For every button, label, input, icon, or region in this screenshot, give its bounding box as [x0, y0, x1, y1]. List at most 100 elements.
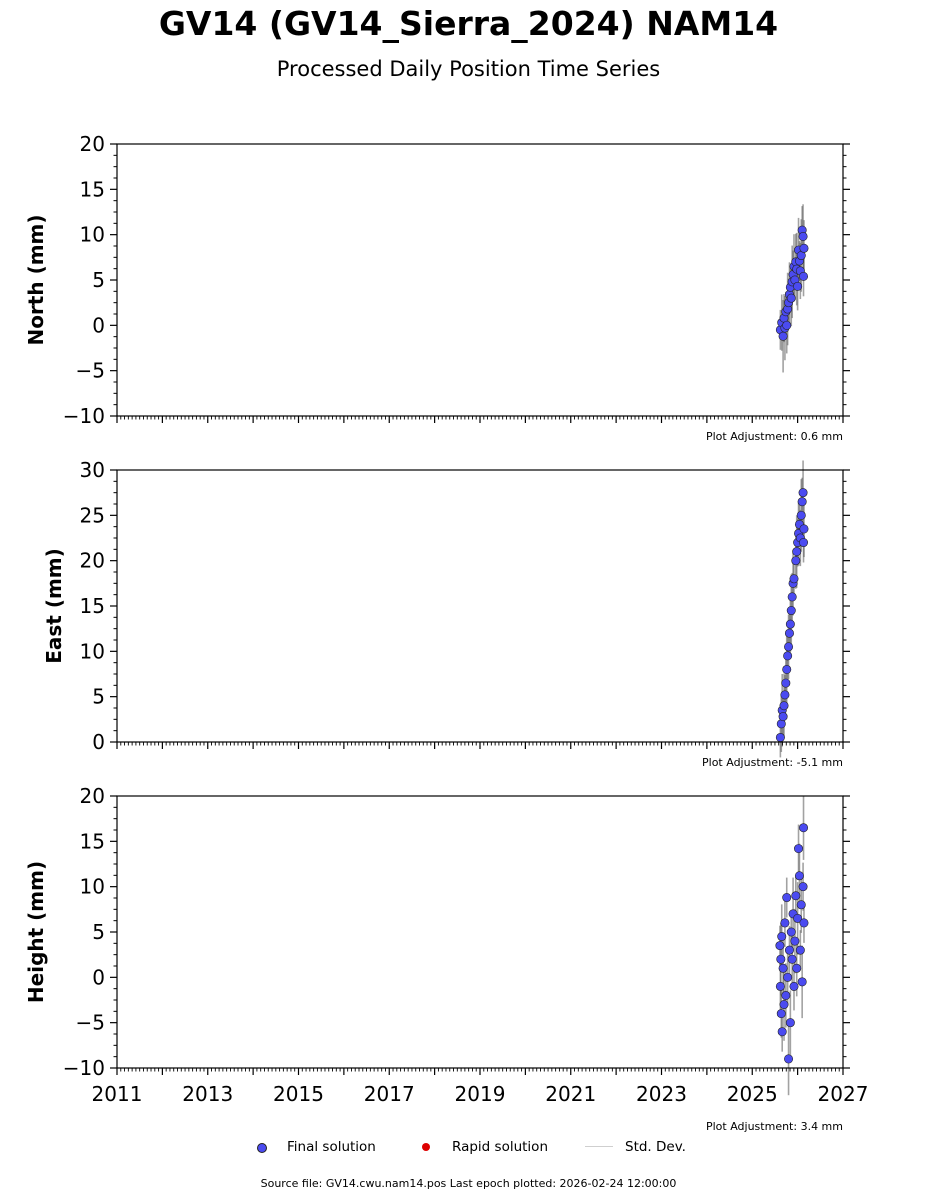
y-tick-label: 20: [80, 784, 105, 808]
data-point: [787, 592, 797, 602]
data-point: [796, 900, 806, 910]
x-tick-label: 2013: [182, 1082, 233, 1106]
data-point: [790, 936, 800, 946]
data-point: [797, 497, 807, 507]
y-tick-label: 5: [92, 920, 105, 944]
plot-frame: [116, 795, 844, 1069]
data-point: [794, 844, 804, 854]
x-tick-label: 2015: [273, 1082, 324, 1106]
data-point: [777, 1027, 787, 1037]
plot-frame: [116, 469, 844, 743]
data-point: [783, 651, 793, 661]
data-point: [798, 882, 808, 892]
data-point: [784, 945, 794, 955]
data-point: [778, 331, 788, 341]
data-point: [783, 972, 793, 982]
data-point: [782, 664, 792, 674]
data-point: [793, 281, 803, 291]
data-point: [776, 1009, 786, 1019]
data-point: [794, 871, 804, 881]
x-tick-label: 2025: [727, 1082, 778, 1106]
y-tick-label: −10: [63, 404, 105, 428]
data-point: [787, 954, 797, 964]
data-point: [775, 732, 785, 742]
legend-stddev-line: [585, 1146, 613, 1147]
plot-adjustment-label: Plot Adjustment: 0.6 mm: [706, 430, 843, 443]
data-point: [779, 1000, 789, 1010]
y-axis-label: North (mm): [24, 214, 48, 345]
legend-final-marker: [257, 1143, 267, 1153]
y-tick-label: 30: [80, 458, 105, 482]
data-point: [796, 510, 806, 520]
plot-adjustment-label: Plot Adjustment: 3.4 mm: [706, 1120, 843, 1133]
data-point: [785, 1018, 795, 1028]
panel-north: −10 −5 0 5 10 15 20 North (mm) Plot Adjustment: …: [24, 132, 850, 443]
data-point: [778, 712, 788, 722]
y-tick-label: 20: [80, 132, 105, 156]
data-point: [799, 918, 809, 928]
data-point: [780, 690, 790, 700]
chart-title: GV14 (GV14_Sierra_2024) NAM14: [158, 4, 779, 43]
data-point: [785, 619, 795, 629]
legend-final-label: Final solution: [287, 1139, 376, 1155]
data-point: [784, 628, 794, 638]
y-axis-label: East (mm): [42, 548, 66, 664]
data-point: [797, 977, 807, 987]
data-point: [786, 927, 796, 937]
y-axis-label: Height (mm): [24, 861, 48, 1003]
y-tick-label: 0: [92, 313, 105, 337]
x-tick-label: 2021: [545, 1082, 596, 1106]
y-tick-label: 25: [80, 503, 105, 527]
x-tick-label: 2027: [818, 1082, 869, 1106]
y-tick-label: 0: [92, 965, 105, 989]
data-point: [780, 918, 790, 928]
data-point: [781, 678, 791, 688]
y-tick-label: 15: [80, 177, 105, 201]
data-point: [782, 893, 792, 903]
legend-rapid-label: Rapid solution: [452, 1139, 548, 1155]
x-tick-label: 2011: [92, 1082, 143, 1106]
y-tick-label: 10: [80, 639, 105, 663]
data-point: [775, 941, 785, 951]
panel-east: 0 5 10 15 20 25 30 East (mm) Plot Adjustment: -5…: [42, 458, 850, 769]
data-point: [775, 981, 785, 991]
data-point: [791, 556, 801, 566]
data-point: [799, 271, 809, 281]
legend: Final solution Rapid solution Std. Dev.: [0, 1136, 937, 1158]
x-tick-label: 2023: [636, 1082, 687, 1106]
data-point: [799, 538, 809, 548]
data-point: [798, 231, 808, 241]
data-point: [776, 954, 786, 964]
data-point: [793, 913, 803, 923]
data-point: [786, 293, 796, 303]
source-footnote: Source file: GV14.cwu.nam14.pos Last epo…: [260, 1177, 677, 1190]
y-tick-label: 15: [80, 829, 105, 853]
data-point: [799, 823, 809, 833]
plot-frame: [116, 143, 844, 417]
data-point: [795, 945, 805, 955]
y-tick-label: −5: [76, 1011, 105, 1035]
data-point: [792, 963, 802, 973]
data-point: [799, 524, 809, 534]
data-point: [779, 701, 789, 711]
data-point: [789, 574, 799, 584]
x-tick-label: 2017: [364, 1082, 415, 1106]
legend-rapid-marker: [422, 1143, 430, 1151]
chart-subtitle: Processed Daily Position Time Series: [276, 57, 661, 81]
legend-stddev-label: Std. Dev.: [625, 1139, 686, 1155]
x-tick-label: 2019: [455, 1082, 506, 1106]
y-tick-label: 5: [92, 685, 105, 709]
y-tick-label: 10: [80, 875, 105, 899]
data-point: [792, 547, 802, 557]
y-tick-label: −5: [76, 359, 105, 383]
y-tick-label: 20: [80, 549, 105, 573]
y-tick-label: 15: [80, 594, 105, 618]
data-point: [784, 1054, 794, 1064]
data-point: [798, 488, 808, 498]
y-tick-label: 5: [92, 268, 105, 292]
data-point: [799, 243, 809, 253]
y-tick-label: 10: [80, 223, 105, 247]
data-point: [781, 990, 791, 1000]
data-point: [778, 963, 788, 973]
